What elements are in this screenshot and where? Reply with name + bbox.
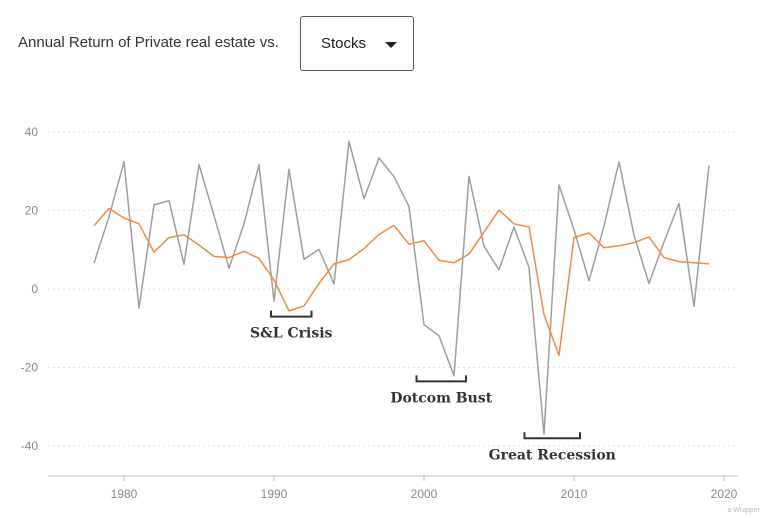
y-tick-label: -20 <box>21 361 39 375</box>
annotation-bracket-dotcom-bust <box>415 375 467 383</box>
annotation-bracket-great-recession <box>523 432 581 440</box>
x-tick-label: 1990 <box>261 487 288 501</box>
caret-down-icon <box>385 42 397 48</box>
private-real-estate-series-line <box>93 207 710 357</box>
y-tick-label: 0 <box>31 282 38 296</box>
x-tick-label: 2020 <box>711 487 738 501</box>
x-tick-label: 2010 <box>561 487 588 501</box>
x-tick-label: 2000 <box>411 487 438 501</box>
y-tick-label: -40 <box>21 439 39 453</box>
y-tick-label: 20 <box>25 204 39 218</box>
annotation-label-dotcom-bust: Dotcom Bust <box>390 390 492 406</box>
y-tick-label: 40 <box>25 125 39 139</box>
chart-credit: a Wrapper <box>727 507 760 514</box>
annotation-label-great-recession: Great Recession <box>489 447 616 463</box>
annotation-label-s-l-crisis: S&L Crisis <box>250 326 333 342</box>
chart-comparison-label: Annual Return of Private real estate vs. <box>18 34 279 51</box>
dropdown-selected-value: Stocks <box>321 35 367 52</box>
stocks-series-line <box>93 140 710 435</box>
x-tick-label: 1980 <box>111 487 138 501</box>
comparison-select-dropdown[interactable]: Stocks <box>300 16 414 71</box>
annotation-bracket-s-l-crisis <box>270 310 313 318</box>
